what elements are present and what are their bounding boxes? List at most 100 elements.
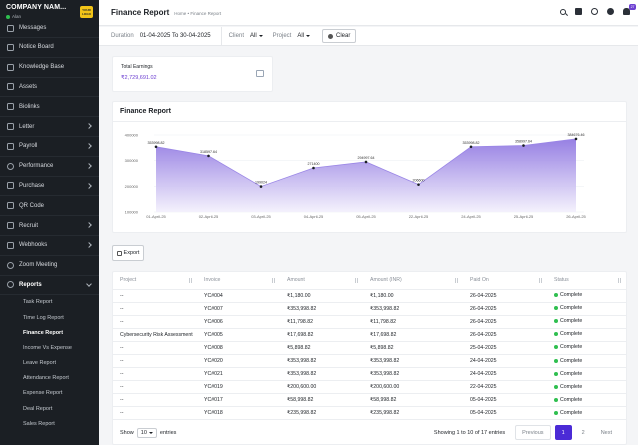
client-select[interactable]: All (250, 33, 263, 39)
entries-label: entries (159, 430, 177, 436)
cell-invoice[interactable]: YC#008 (197, 341, 280, 355)
export-button[interactable]: Export (112, 245, 144, 261)
cell-amount-inr: ₹17,698.82 (363, 328, 463, 342)
x-tick-label: 26-April-25 (566, 214, 586, 219)
column-header-invoice[interactable]: Invoice (197, 272, 280, 290)
table-footer: Show 10 entries Showing 1 to 10 of 17 en… (113, 422, 626, 444)
table-row[interactable]: -- YC#021 ₹353,998.82 ₹353,998.82 24-04-2025… (113, 367, 626, 382)
sidebar-item-assets[interactable]: Assets (0, 78, 99, 98)
table-row[interactable]: -- YC#019 ₹200,600.00 ₹200,600.00 22-04-2025… (113, 380, 626, 395)
sidebar-item-label: Performance (19, 163, 54, 170)
status-dot-icon (554, 332, 558, 337)
data-label: 318597.64 (200, 150, 217, 154)
table-row[interactable]: -- YC#008 ₹5,898.82 ₹5,898.82 25-04-2025 Comp… (113, 341, 626, 355)
cell-project: -- (113, 302, 197, 316)
entries-select[interactable]: 10 (136, 428, 157, 438)
clear-button[interactable]: Clear (322, 29, 357, 43)
cell-amount-inr: ₹353,998.82 (363, 354, 463, 369)
clock-icon[interactable] (591, 8, 598, 15)
status-text: Complete (560, 305, 583, 312)
breadcrumb[interactable]: Home • Finance Report (174, 11, 222, 16)
bell-icon[interactable]: 27 (623, 4, 636, 15)
cell-project: -- (113, 354, 197, 369)
table-row[interactable]: -- YC#007 ₹353,998.82 ₹353,998.82 26-04-2025… (113, 302, 626, 316)
cell-invoice[interactable]: YC#017 (197, 393, 280, 408)
cell-invoice[interactable]: YC#018 (197, 406, 280, 421)
data-label: 353998.82 (148, 141, 165, 145)
submenu-deal-report[interactable]: Deal Report (23, 405, 53, 412)
table-row[interactable]: -- YC#018 ₹235,998.82 ₹235,998.82 05-04-2025… (113, 406, 626, 421)
company-name[interactable]: COMPANY NAM... (6, 4, 67, 11)
duration-picker[interactable]: 01-04-2025 To 30-04-2025 (139, 33, 211, 39)
cell-paid-on: 24-04-2025 (463, 367, 547, 382)
cell-invoice[interactable]: YC#004 (197, 289, 280, 303)
chevron-right-icon (86, 222, 92, 229)
cell-invoice[interactable]: YC#007 (197, 302, 280, 316)
export-icon (116, 250, 122, 256)
sidebar-item-purchase[interactable]: Purchase (0, 177, 99, 197)
cell-invoice[interactable]: YC#005 (197, 328, 280, 342)
submenu-expense-report[interactable]: Expense Report (23, 390, 63, 397)
message-icon (7, 25, 14, 32)
submenu-finance-report[interactable]: Finance Report (23, 329, 64, 336)
table-row[interactable]: -- YC#006 ₹11,798.82 ₹11,798.82 26-04-2025 Co… (113, 315, 626, 329)
cell-amount: ₹58,998.82 (280, 393, 363, 408)
gear-icon[interactable] (607, 8, 614, 15)
caret-down-icon (306, 35, 311, 37)
submenu-income-vs-expense[interactable]: Income Vs Expense (23, 344, 72, 351)
sidebar-item-messages[interactable]: Messages (0, 25, 99, 38)
status-badge: Complete (554, 410, 582, 416)
sidebar-item-label: Zoom Meeting (19, 262, 58, 269)
sidebar-item-payroll[interactable]: Payroll (0, 137, 99, 157)
sidebar-item-performance[interactable]: Performance (0, 157, 99, 177)
next-page-button[interactable]: Next (600, 429, 612, 436)
sidebar-item-webhooks[interactable]: Webhooks (0, 236, 99, 256)
submenu-attendance-report[interactable]: Attendance Report (23, 375, 69, 382)
submenu-time-log-report[interactable]: Time Log Report (23, 314, 64, 321)
sidebar-item-knowledge-base[interactable]: Knowledge Base (0, 58, 99, 78)
status-dot-icon (554, 410, 558, 415)
column-header-project[interactable]: Project (113, 272, 197, 290)
table-row[interactable]: Cybersecurity Risk Assessment YC#005 ₹17,6… (113, 328, 626, 342)
search-icon[interactable] (560, 8, 566, 15)
page-2-button[interactable]: 2 (581, 429, 585, 436)
sidebar-item-recruit[interactable]: Recruit (0, 216, 99, 236)
status-dot-icon (554, 293, 558, 298)
sticky-note-icon[interactable] (575, 8, 582, 15)
data-point (312, 166, 315, 170)
submenu-sales-report[interactable]: Sales Report (23, 420, 55, 427)
status-text: Complete (560, 383, 583, 390)
sidebar-item-qr-code[interactable]: QR Code (0, 196, 99, 217)
clear-icon (328, 33, 334, 39)
sidebar-item-zoom-meeting[interactable]: Zoom Meeting (0, 256, 99, 276)
table-row[interactable]: -- YC#020 ₹353,998.82 ₹353,998.82 24-04-2025… (113, 354, 626, 369)
page-1-button[interactable]: 1 (554, 425, 572, 440)
chevron-right-icon (86, 123, 92, 130)
cell-invoice[interactable]: YC#020 (197, 354, 280, 369)
sidebar-item-reports[interactable]: Reports (0, 276, 99, 296)
previous-page-button[interactable]: Previous (515, 425, 551, 440)
column-header-paid-on[interactable]: Paid On (463, 272, 547, 290)
cell-invoice[interactable]: YC#021 (197, 367, 280, 382)
column-header-amount[interactable]: Amount (280, 272, 363, 290)
cell-invoice[interactable]: YC#006 (197, 315, 280, 329)
status-text: Complete (560, 409, 583, 416)
column-header-status[interactable]: Status (547, 272, 626, 290)
sidebar-item-letter[interactable]: Letter (0, 117, 99, 137)
user-status[interactable]: Alan (6, 14, 93, 19)
project-select[interactable]: All (297, 33, 311, 39)
status-badge: Complete (554, 331, 582, 337)
cell-invoice[interactable]: YC#019 (197, 380, 280, 395)
cell-paid-on: 26-04-2025 (463, 328, 547, 342)
status-badge: Complete (554, 292, 582, 298)
submenu-leave-report[interactable]: Leave Report (23, 360, 57, 367)
sidebar-item-biolinks[interactable]: Biolinks (0, 97, 99, 118)
column-header-amount-inr[interactable]: Amount (INR) (363, 272, 463, 290)
table-row[interactable]: -- YC#004 ₹1,180.00 ₹1,180.00 26-04-2025 Comp… (113, 289, 626, 303)
cell-amount: ₹353,998.82 (280, 354, 363, 369)
table-row[interactable]: -- YC#017 ₹58,998.82 ₹58,998.82 05-04-2025 Co… (113, 393, 626, 408)
cell-status: Complete (547, 354, 626, 369)
pagination-info: Showing 1 to 10 of 17 entries (433, 429, 506, 436)
submenu-task-report[interactable]: Task Report (23, 299, 53, 306)
sidebar-item-notice-board[interactable]: Notice Board (0, 38, 99, 58)
